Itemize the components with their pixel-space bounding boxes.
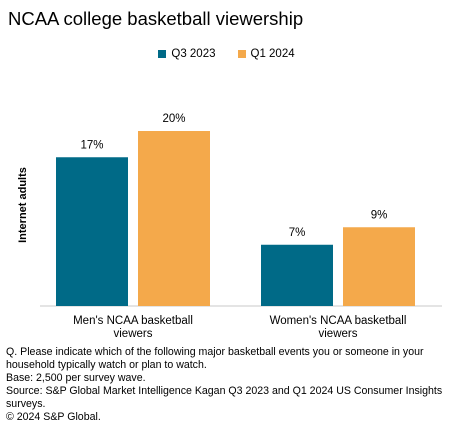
legend-item-q1-2024: Q1 2024 <box>237 48 295 60</box>
bar-chart: Internet adults 17% 20% Men's NCAA basketb… <box>17 113 442 340</box>
footnote-base: Base: 2,500 per survey wave. <box>6 372 146 385</box>
data-label-womens-q1-2024: 9% <box>371 209 388 221</box>
legend: Q3 2023 Q1 2024 <box>0 48 453 60</box>
legend-item-q3-2023: Q3 2023 <box>158 48 216 60</box>
legend-label-q1-2024: Q1 2024 <box>250 48 295 60</box>
footnote-question: Q. Please indicate which of the followin… <box>6 346 424 372</box>
legend-swatch-q1-2024 <box>237 50 246 58</box>
bar-womens-q1-2024 <box>343 227 415 306</box>
data-label-mens-q1-2024: 20% <box>162 113 185 125</box>
category-label-mens-line-1: Men's NCAA basketball <box>73 315 193 327</box>
footnote-source: Source: S&P Global Market Intelligence K… <box>6 385 443 411</box>
bar-mens-q1-2024 <box>138 131 210 306</box>
y-axis-label: Internet adults <box>17 167 29 243</box>
chart-title: NCAA college basketball viewership <box>8 8 304 29</box>
category-label-womens-line-1: Women's NCAA basketball <box>270 315 407 327</box>
category-label-mens-line-2: viewers <box>114 328 153 340</box>
legend-label-q3-2023: Q3 2023 <box>171 48 216 60</box>
legend-swatch-q3-2023 <box>158 50 167 58</box>
footnotes: Q. Please indicate which of the followin… <box>6 346 446 425</box>
category-label-womens-line-2: viewers <box>319 328 358 340</box>
data-label-womens-q3-2023: 7% <box>289 227 306 239</box>
bar-mens-q3-2023 <box>56 157 128 306</box>
data-label-mens-q3-2023: 17% <box>80 139 103 151</box>
footnote-copyright: © 2024 S&P Global. <box>6 411 101 424</box>
bar-womens-q3-2023 <box>261 244 333 306</box>
